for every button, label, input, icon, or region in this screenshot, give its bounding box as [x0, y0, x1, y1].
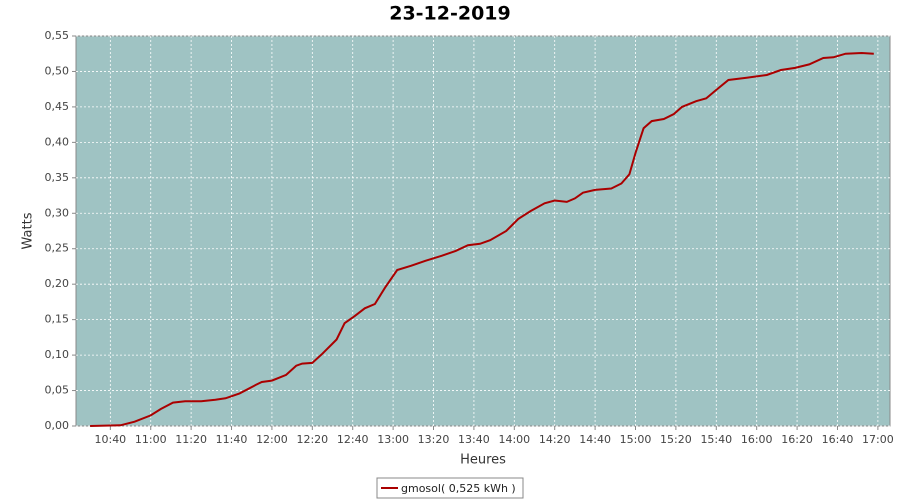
- y-tick-label: 0,10: [45, 348, 70, 361]
- x-tick-label: 11:40: [216, 433, 248, 446]
- x-tick-label: 14:20: [539, 433, 571, 446]
- x-tick-label: 12:40: [337, 433, 369, 446]
- x-tick-label: 13:20: [418, 433, 450, 446]
- x-tick-label: 15:40: [700, 433, 732, 446]
- x-axis-label: Heures: [460, 453, 506, 468]
- x-tick-label: 12:00: [256, 433, 288, 446]
- legend-box: [376, 477, 524, 499]
- x-tick-label: 12:20: [296, 433, 328, 446]
- plot-area: [75, 35, 891, 427]
- x-tick-label: 16:00: [741, 433, 773, 446]
- x-tick-label: 13:00: [377, 433, 409, 446]
- y-tick-label: 0,55: [45, 29, 70, 42]
- x-tick-label: 15:20: [660, 433, 692, 446]
- x-tick-label: 14:00: [498, 433, 530, 446]
- x-tick-label: 10:40: [94, 433, 126, 446]
- y-tick-label: 0,20: [45, 277, 70, 290]
- x-tick-label: 14:40: [579, 433, 611, 446]
- y-tick-label: 0,05: [45, 384, 70, 397]
- x-tick-label: 11:00: [135, 433, 167, 446]
- y-tick-label: 0,25: [45, 242, 70, 255]
- y-tick-label: 0,35: [45, 171, 70, 184]
- x-tick-label: 17:00: [862, 433, 894, 446]
- x-tick-label: 13:40: [458, 433, 490, 446]
- legend-label: gmosol( 0,525 kWh ): [401, 482, 516, 495]
- data-line: [90, 51, 874, 427]
- y-tick-label: 0,45: [45, 100, 70, 113]
- x-tick-label: 11:20: [175, 433, 207, 446]
- y-tick-label: 0,00: [45, 419, 70, 432]
- y-tick-label: 0,30: [45, 206, 70, 219]
- x-tick-label: 16:20: [781, 433, 813, 446]
- chart-title: 23-12-2019: [389, 3, 511, 25]
- y-axis-label: Watts: [21, 212, 36, 249]
- x-tick-label: 16:40: [822, 433, 854, 446]
- y-tick-label: 0,15: [45, 313, 70, 326]
- y-tick-label: 0,50: [45, 64, 70, 77]
- y-tick-label: 0,40: [45, 135, 70, 148]
- x-tick-label: 15:00: [620, 433, 652, 446]
